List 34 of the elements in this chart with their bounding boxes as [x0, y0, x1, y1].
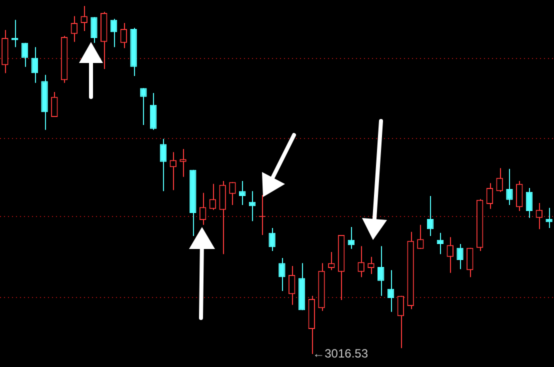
candlestick: [426, 196, 434, 237]
candlestick: [496, 168, 503, 192]
candlestick: [239, 180, 246, 206]
candlestick: [456, 244, 464, 270]
candlestick: [180, 148, 186, 178]
candlestick: [506, 168, 513, 206]
candlestick: [219, 180, 226, 255]
candlestick: [466, 247, 474, 278]
candlestick: [90, 16, 98, 44]
candlestick: [516, 180, 523, 212]
candlestick: [31, 46, 38, 84]
candlestick: [150, 92, 157, 130]
candlestick: [268, 228, 276, 252]
candlestick: [51, 91, 58, 118]
annotation: ←3016.53: [312, 346, 368, 360]
candlestick: [397, 295, 404, 349]
candlestick: [546, 207, 552, 229]
candlestick: [160, 138, 167, 192]
candlestick: [21, 42, 28, 68]
candlestick: [120, 22, 128, 49]
candlestick: [368, 256, 374, 274]
candlestick: [446, 236, 454, 274]
candlestick: [526, 188, 533, 218]
candlestick: [278, 257, 286, 292]
candlestick: [170, 152, 176, 191]
candlestick: [387, 270, 394, 312]
candlestick: [328, 252, 335, 271]
candlestick: [288, 265, 296, 306]
candlestick: [229, 182, 236, 206]
candlestick: [486, 182, 494, 210]
candlestick: [378, 246, 384, 296]
candlestick: [199, 192, 206, 226]
candlestick: [140, 88, 147, 126]
candlestick: [110, 18, 118, 48]
